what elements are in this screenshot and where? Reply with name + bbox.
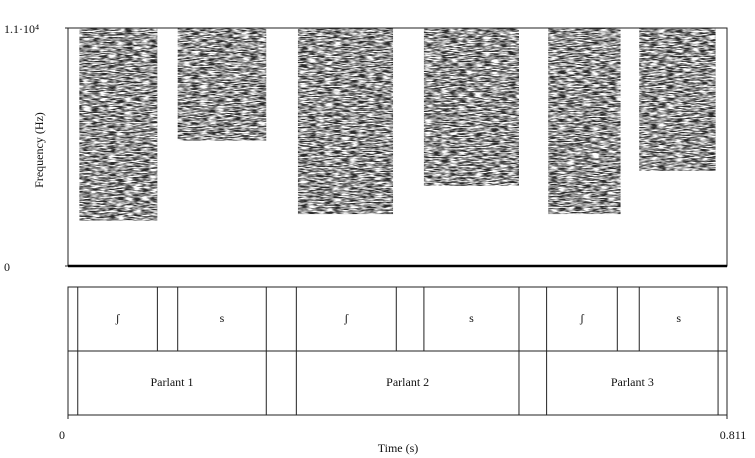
y-tick-label: 1.1·10⁴ — [4, 22, 39, 36]
energy-region — [177, 28, 267, 141]
x-tick-label: 0.811 — [720, 428, 747, 442]
energy-region — [79, 28, 158, 221]
energy-region — [423, 28, 519, 186]
interval-label: Parlant 3 — [611, 375, 654, 389]
energy-region — [548, 28, 621, 215]
x-axis-label: Time (s) — [378, 441, 419, 455]
interval-label: ʃ — [579, 311, 585, 325]
y-axis-label: Frequency (Hz) — [32, 112, 46, 188]
energy-region — [639, 28, 716, 171]
y-tick-label: 0 — [4, 260, 10, 274]
interval-label: s — [676, 311, 681, 325]
interval-label: Parlant 1 — [151, 375, 194, 389]
interval-label: Parlant 2 — [386, 375, 429, 389]
energy-region — [297, 28, 394, 215]
interval-label: s — [469, 311, 474, 325]
plot-frame — [67, 27, 728, 267]
interval-label: s — [220, 311, 225, 325]
interval-label: ʃ — [115, 311, 121, 325]
interval-label: ʃ — [343, 311, 349, 325]
x-tick-label: 0 — [59, 428, 65, 442]
